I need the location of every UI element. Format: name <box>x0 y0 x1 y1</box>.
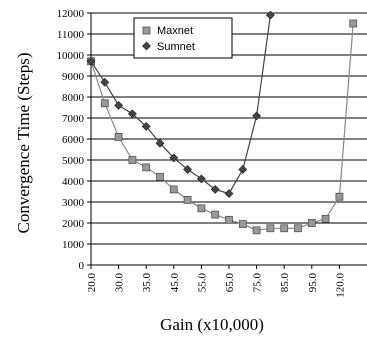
data-point-maxnet <box>266 224 275 233</box>
x-axis-title: Gain (x10,000) <box>160 315 264 334</box>
data-point-sumnet <box>127 109 137 119</box>
data-point-maxnet <box>335 192 344 201</box>
series-group <box>86 10 358 235</box>
x-tick-label: 55.0 <box>196 273 208 293</box>
x-tick-label: 45.0 <box>169 273 181 293</box>
data-point-sumnet <box>224 189 234 199</box>
x-tick-labels: 20.0 30.0 35.0 45.0 55.0 65.0 75.0 85.0 95.0 120.… <box>86 265 346 298</box>
data-point-sumnet <box>183 165 193 174</box>
data-point-sumnet <box>114 100 124 110</box>
data-point-sumnet <box>100 77 110 87</box>
x-tick-label: 35.0 <box>141 273 153 293</box>
data-point-sumnet <box>155 138 165 148</box>
x-tick-label: 65.0 <box>224 273 236 293</box>
data-point-sumnet <box>169 153 179 163</box>
data-point-sumnet <box>210 184 220 194</box>
y-tick-labels: 0 1000 2000 3000 4000 5000 6000 7000 8000 9000 100… <box>57 8 91 272</box>
data-point-maxnet <box>197 204 206 213</box>
data-point-maxnet <box>114 132 123 141</box>
x-tick-label: 120.0 <box>334 273 346 298</box>
data-point-sumnet <box>196 174 206 184</box>
data-point-maxnet <box>349 19 358 28</box>
legend: Maxnet Sumnet <box>133 17 233 59</box>
data-point-maxnet <box>211 210 220 219</box>
legend-box <box>133 17 233 59</box>
y-tick-label: 3000 <box>62 197 85 209</box>
y-tick-label: 11000 <box>57 29 85 41</box>
y-axis-title: Convergence Time (Steps) <box>14 52 33 233</box>
data-point-maxnet <box>238 220 247 228</box>
x-tick-label: 30.0 <box>114 273 126 293</box>
x-tick-label: 95.0 <box>307 273 319 293</box>
y-tick-label: 4000 <box>62 176 85 188</box>
data-point-maxnet <box>280 224 289 233</box>
y-tick-label: 8000 <box>62 92 85 104</box>
data-point-sumnet <box>86 56 96 66</box>
y-tick-label: 0 <box>79 260 85 272</box>
legend-maxnet-marker <box>142 26 151 35</box>
data-point-maxnet <box>225 215 233 224</box>
data-point-maxnet <box>128 156 137 164</box>
y-tick-label: 7000 <box>62 113 85 125</box>
data-point-sumnet <box>238 165 248 174</box>
y-tick-label: 9000 <box>62 71 85 83</box>
legend-sumnet-marker <box>142 41 151 51</box>
legend-sumnet-label: Sumnet <box>157 41 195 53</box>
data-point-maxnet <box>156 172 164 181</box>
legend-maxnet-label: Maxnet <box>157 25 193 37</box>
data-point-maxnet <box>142 163 151 172</box>
y-tick-label: 2000 <box>62 218 85 230</box>
data-point-maxnet <box>100 99 109 108</box>
data-point-sumnet <box>141 121 151 131</box>
y-tick-label: 10000 <box>57 50 85 62</box>
y-tick-label: 6000 <box>62 134 85 146</box>
x-tick-label: 75.0 <box>252 273 264 293</box>
data-point-maxnet <box>252 226 261 235</box>
y-tick-label: 1000 <box>62 239 85 251</box>
data-point-maxnet <box>169 185 178 194</box>
data-point-maxnet <box>307 219 316 227</box>
y-tick-label: 5000 <box>62 155 85 167</box>
x-tick-label: 85.0 <box>279 273 291 293</box>
x-tick-label: 20.0 <box>86 273 98 293</box>
data-point-sumnet <box>252 111 262 121</box>
data-point-maxnet <box>321 214 330 223</box>
data-point-sumnet <box>265 10 275 20</box>
data-point-maxnet <box>294 224 302 233</box>
data-point-maxnet <box>183 195 192 204</box>
y-tick-label: 12000 <box>57 8 85 20</box>
